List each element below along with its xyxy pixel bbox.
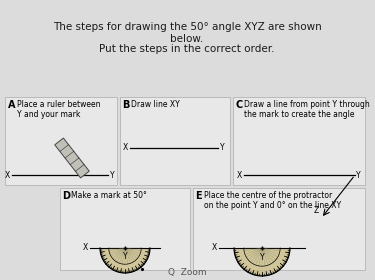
Text: Y: Y	[356, 171, 361, 179]
Text: Q  Zoom: Q Zoom	[168, 268, 206, 277]
Text: X: X	[237, 171, 242, 179]
Text: Z: Z	[314, 206, 319, 215]
FancyBboxPatch shape	[60, 188, 190, 270]
Text: Place the centre of the protractor
on the point Y and 0° on the line XY: Place the centre of the protractor on th…	[204, 191, 341, 210]
Text: Make a mark at 50°: Make a mark at 50°	[71, 191, 147, 200]
Text: E: E	[195, 191, 202, 201]
Text: D: D	[62, 191, 70, 201]
Text: X: X	[123, 143, 128, 153]
Text: Y: Y	[220, 143, 225, 153]
Text: below.: below.	[170, 34, 204, 44]
FancyBboxPatch shape	[5, 97, 117, 185]
Polygon shape	[90, 248, 160, 273]
Text: Put the steps in the correct order.: Put the steps in the correct order.	[99, 44, 275, 54]
Text: X: X	[83, 244, 88, 253]
FancyBboxPatch shape	[233, 97, 365, 185]
FancyBboxPatch shape	[193, 188, 365, 270]
Text: The steps for drawing the 50° angle XYZ are shown: The steps for drawing the 50° angle XYZ …	[53, 22, 321, 32]
Text: Place a ruler between
Y and your mark: Place a ruler between Y and your mark	[17, 100, 101, 119]
Text: Draw line XY: Draw line XY	[131, 100, 180, 109]
Text: A: A	[8, 100, 15, 110]
Text: X: X	[5, 171, 10, 179]
Text: Draw a line from point Y through
the mark to create the angle: Draw a line from point Y through the mar…	[244, 100, 370, 119]
Text: Y: Y	[110, 171, 115, 179]
Polygon shape	[219, 248, 305, 276]
Text: Y: Y	[260, 253, 264, 262]
Text: C: C	[235, 100, 242, 110]
Polygon shape	[55, 138, 89, 178]
Text: X: X	[212, 244, 217, 253]
FancyBboxPatch shape	[120, 97, 230, 185]
Text: B: B	[122, 100, 129, 110]
Text: Y: Y	[123, 252, 127, 261]
